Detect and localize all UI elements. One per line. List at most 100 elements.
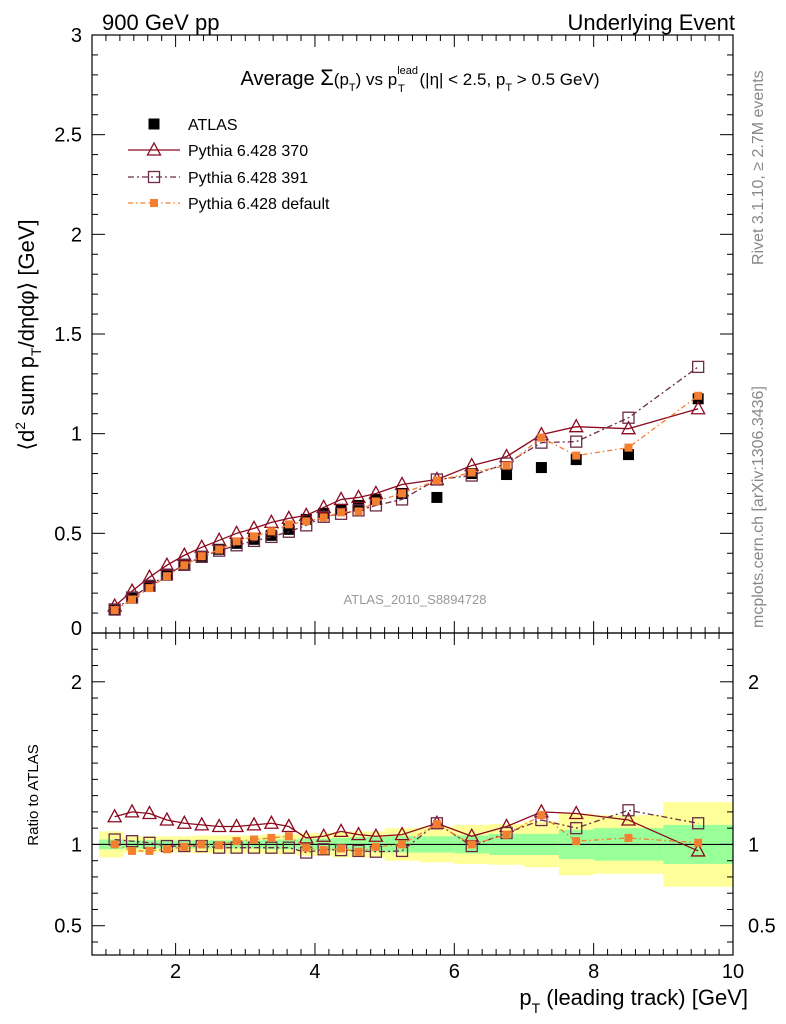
ratio-line-p391 — [114, 809, 699, 854]
ratio-point-pdef — [215, 841, 224, 850]
legend-label-atlas: ATLAS — [188, 117, 238, 134]
x-tick-label: 8 — [588, 961, 599, 983]
ratio-point-pdef — [371, 842, 380, 851]
main-point-atlas — [431, 491, 443, 503]
main-point-pdef — [249, 532, 258, 541]
ratio-point-p370 — [159, 811, 175, 826]
legend-marker-p391 — [147, 170, 161, 184]
main-point-pdef — [467, 468, 476, 477]
ratio-point-p370 — [194, 816, 210, 831]
mcplots-label: mcplots.cern.ch [arXiv:1306.3436] — [750, 386, 767, 628]
ratio-point-pdef — [572, 837, 581, 846]
main-point-pdef — [694, 391, 703, 400]
x-axis-label: pT (leading track) [GeV] — [519, 985, 748, 1016]
ratio-point-p391 — [125, 835, 139, 848]
main-point-p391 — [178, 558, 191, 571]
main-point-pdef — [398, 489, 407, 498]
ratio-point-p391 — [352, 844, 365, 858]
ratio-point-pdef — [197, 840, 206, 849]
main-point-pdef — [284, 520, 293, 529]
main-line-p370 — [114, 408, 699, 607]
ratio-point-pdef — [319, 846, 328, 855]
ratio-point-p370 — [124, 803, 140, 818]
ratio-point-p370 — [228, 818, 245, 833]
ratio-point-pdef — [624, 833, 633, 842]
ratio-point-pdef — [398, 840, 407, 849]
ratio-point-p370 — [263, 814, 280, 829]
ratio-point-p370 — [107, 808, 123, 823]
main-point-atlas — [622, 449, 634, 461]
y-tick-label-main: 0.5 — [54, 523, 82, 545]
ratio-point-p391 — [692, 817, 705, 830]
ratio-point-p370 — [333, 823, 349, 838]
main-point-p370 — [159, 556, 175, 571]
main-point-pdef — [354, 507, 363, 516]
ratio-point-p370 — [350, 826, 367, 841]
main-point-pdef — [502, 461, 511, 470]
ratio-point-p370 — [394, 826, 410, 841]
ratio-point-p391 — [265, 841, 278, 854]
legend-label-pdef: Pythia 6.428 default — [188, 196, 330, 213]
main-point-p391 — [317, 510, 330, 523]
y-tick-label-main: 2 — [71, 224, 82, 246]
main-point-pdef — [232, 537, 241, 546]
ratio-point-pdef — [284, 832, 293, 841]
x-tick-label: 2 — [170, 961, 181, 983]
main-point-p370 — [211, 531, 227, 546]
ratio-point-pdef — [249, 835, 258, 844]
ratio-point-pdef — [694, 838, 703, 847]
ratio-point-pdef — [128, 846, 137, 855]
main-point-p370 — [568, 418, 584, 433]
main-point-pdef — [624, 443, 633, 452]
main-point-p391 — [334, 507, 348, 520]
ratio-point-p391 — [570, 822, 583, 835]
ratio-point-p391 — [430, 817, 444, 830]
main-point-p370 — [620, 420, 637, 435]
chart-title: Average Σ(pT) vs plead T (|η| < 2.5, pT >… — [241, 65, 600, 95]
ratio-point-pdef — [162, 845, 171, 854]
main-point-p391 — [352, 504, 365, 517]
ratio-point-p370 — [568, 805, 584, 820]
main-point-pdef — [128, 595, 137, 604]
main-point-p370 — [194, 538, 210, 553]
main-point-p391 — [570, 435, 583, 448]
main-point-pdef — [537, 433, 546, 442]
main-point-p391 — [622, 411, 635, 424]
y-tick-label-ratio-right: 2 — [748, 672, 759, 694]
rivet-label: Rivet 3.1.10, ≥ 2.7M events — [750, 70, 767, 265]
main-point-pdef — [145, 584, 154, 593]
main-point-p370 — [690, 400, 706, 415]
main-point-pdef — [572, 451, 581, 460]
data-series — [107, 360, 706, 859]
main-point-atlas — [283, 523, 295, 535]
main-point-pdef — [162, 572, 171, 581]
y-tick-label-ratio-right: 0.5 — [748, 916, 776, 938]
ratio-point-pdef — [267, 833, 276, 842]
main-point-p370 — [176, 546, 192, 561]
main-point-p391 — [430, 473, 444, 486]
main-point-pdef — [302, 517, 311, 526]
y-tick-label-main: 1.5 — [54, 324, 82, 346]
main-point-p370 — [333, 491, 349, 506]
header-right: Underlying Event — [567, 10, 735, 35]
main-point-pdef — [110, 606, 119, 615]
ratio-point-p370 — [211, 818, 227, 833]
main-point-p391 — [108, 603, 121, 616]
ratio-point-p391 — [282, 841, 295, 854]
y-tick-label-ratio-right: 1 — [748, 834, 759, 856]
y-axis-label-ratio: Ratio to ATLAS — [25, 744, 42, 845]
ratio-point-pdef — [432, 820, 441, 829]
legend: ATLAS Pythia 6.428 370 Pythia 6.428 391 Pyt… — [128, 117, 330, 213]
main-point-pdef — [180, 561, 189, 570]
y-tick-label-ratio: 1 — [71, 834, 82, 856]
ratio-point-p370 — [368, 827, 384, 842]
legend-label-p391: Pythia 6.428 391 — [188, 170, 308, 187]
header-left: 900 GeV pp — [102, 10, 219, 35]
y-tick-label-main: 3 — [71, 25, 82, 47]
analysis-watermark: ATLAS_2010_S8894728 — [344, 592, 487, 607]
ratio-point-p370 — [690, 842, 706, 857]
ratio-point-p370 — [620, 811, 637, 826]
y-tick-label-main: 2.5 — [54, 125, 82, 147]
x-tick-label: 6 — [449, 961, 460, 983]
